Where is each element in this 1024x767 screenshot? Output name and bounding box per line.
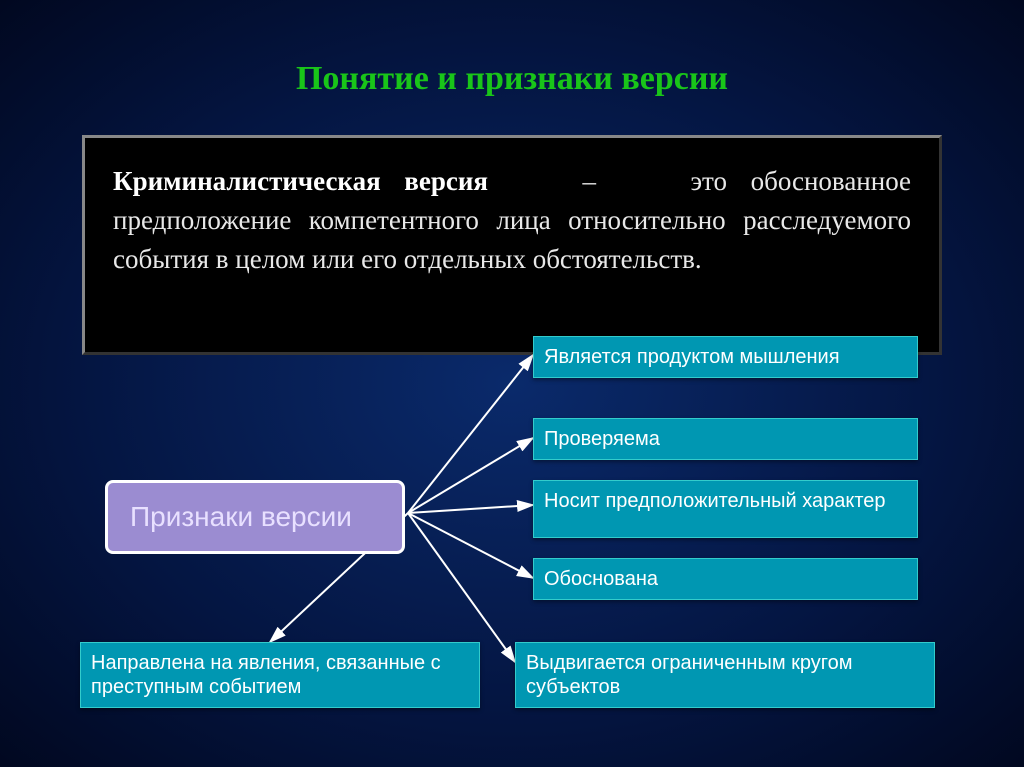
definition-term: Криминалистическая версия bbox=[113, 166, 488, 196]
feature-node-5: Выдвигается ограниченным кругом субъекто… bbox=[515, 642, 935, 708]
slide-title: Понятие и признаки версии bbox=[0, 60, 1024, 98]
feature-node-1: Является продуктом мышления bbox=[533, 336, 918, 378]
feature-node-4: Обоснована bbox=[533, 558, 918, 600]
feature-node-3: Носит предположительный характер bbox=[533, 480, 918, 538]
feature-node-2: Проверяема bbox=[533, 418, 918, 460]
definition-box: Криминалистическая версия – это обоснова… bbox=[82, 135, 942, 355]
feature-node-6: Направлена на явления, связанные с прест… bbox=[80, 642, 480, 708]
definition-dash: – bbox=[582, 166, 596, 196]
source-node: Признаки версии bbox=[105, 480, 405, 554]
